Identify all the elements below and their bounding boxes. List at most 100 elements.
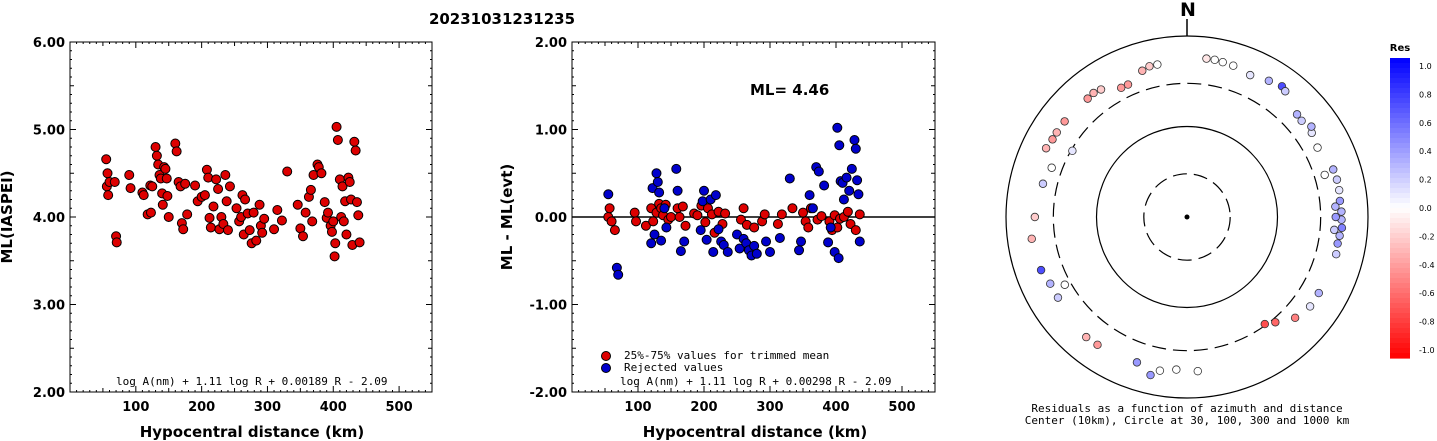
y-tick-label: 2.00	[33, 386, 65, 401]
data-point	[163, 212, 174, 222]
station-residual-point	[1313, 143, 1322, 152]
data-point	[211, 174, 222, 185]
y-tick-label: 5.00	[33, 124, 65, 139]
data-point	[259, 213, 270, 224]
data-point	[204, 212, 215, 223]
data-point	[337, 181, 348, 192]
data-point	[329, 251, 340, 262]
colorbar-tick-label: -0.4	[1419, 261, 1435, 270]
colorbar-segment	[1390, 233, 1410, 239]
colorbar-segment	[1390, 73, 1410, 79]
data-point	[844, 185, 855, 196]
data-point	[180, 178, 191, 189]
legend-marker-trimmed	[601, 351, 611, 361]
y-axis-label: ML - ML(evt)	[498, 164, 516, 270]
data-point	[344, 177, 355, 187]
colorbar-segment	[1390, 63, 1410, 69]
data-point	[713, 224, 724, 235]
x-tick-label: 100	[122, 400, 149, 415]
station-residual-point	[1172, 365, 1181, 374]
station-residual-point	[1334, 185, 1344, 195]
colorbar-tick-label: 0.6	[1419, 119, 1432, 128]
station-residual-point	[1305, 302, 1315, 311]
data-point	[774, 233, 785, 243]
station-residual-point	[1290, 313, 1300, 323]
station-residual-point	[1048, 135, 1057, 144]
data-point	[813, 166, 824, 177]
data-point	[798, 207, 808, 218]
data-point	[850, 143, 861, 154]
colorbar-segment	[1390, 328, 1410, 334]
data-point	[124, 170, 135, 180]
y-tick-label: -1.00	[530, 299, 567, 314]
y-axis-label: ML(IASPEI)	[0, 170, 16, 263]
data-point	[101, 154, 112, 165]
data-point	[850, 225, 861, 236]
formula-annotation: log A(nm) + 1.11 log R + 0.00189 R - 2.0…	[116, 375, 388, 388]
x-tick-label: 500	[888, 400, 915, 415]
data-point	[222, 225, 233, 236]
data-point	[272, 205, 283, 215]
x-tick-label: 500	[386, 400, 413, 415]
data-point	[251, 235, 262, 246]
station-residual-point	[1082, 332, 1091, 342]
y-tick-label: 2.00	[535, 36, 567, 51]
residual-azimuth-map: N Residuals as a function of azimuth and…	[1005, 0, 1435, 427]
data-point	[231, 203, 242, 214]
colorbar-segment	[1390, 278, 1410, 284]
station-residual-point	[1245, 70, 1255, 80]
data-point	[833, 253, 844, 264]
data-point	[102, 168, 113, 179]
colorbar-segment	[1390, 218, 1410, 224]
colorbar-segment	[1390, 193, 1410, 199]
colorbar-tick-label: 0.0	[1419, 204, 1432, 213]
ml-value-label: ML= 4.46	[750, 81, 829, 99]
station-residual-point	[1060, 280, 1069, 289]
colorbar-segment	[1390, 183, 1410, 189]
colorbar-segment	[1390, 313, 1410, 319]
colorbar-tick-label: -0.2	[1419, 232, 1435, 241]
data-point	[331, 121, 342, 132]
station-residual-point	[1123, 80, 1133, 89]
data-point	[854, 209, 865, 220]
data-point	[326, 226, 337, 237]
data-point	[846, 163, 857, 174]
data-point	[759, 209, 770, 220]
data-point	[307, 216, 318, 227]
station-residual-point	[1335, 231, 1344, 240]
colorbar-segment	[1390, 123, 1410, 129]
data-point	[751, 248, 762, 259]
station-residual-point	[1083, 94, 1092, 103]
colorbar-segment	[1390, 228, 1410, 234]
data-point	[677, 201, 688, 212]
station-residual-point	[1320, 170, 1329, 180]
data-point	[244, 225, 255, 236]
colorbar-tick-label: -0.6	[1419, 289, 1435, 298]
x-axis-label: Hypocentral distance (km)	[643, 423, 868, 441]
data-point	[794, 245, 805, 256]
station-residual-point	[1331, 212, 1340, 222]
colorbar-segment	[1390, 273, 1410, 279]
station-residual-point	[1297, 116, 1306, 126]
colorbar-segment	[1390, 153, 1410, 159]
data-point	[695, 225, 706, 236]
data-point	[316, 168, 327, 179]
x-tick-label: 200	[188, 400, 215, 415]
data-point	[710, 190, 721, 201]
station-residual-point	[1292, 110, 1302, 119]
data-point	[224, 181, 235, 192]
colorbar-title: Res	[1390, 43, 1410, 54]
data-point	[796, 236, 807, 247]
data-point	[157, 199, 168, 210]
data-point	[772, 219, 783, 229]
station-residual-point	[1307, 122, 1316, 131]
colorbar-segment	[1390, 333, 1410, 339]
data-point	[257, 227, 268, 238]
data-point	[679, 236, 690, 247]
data-point	[680, 220, 691, 231]
colorbar-tick-label: 0.4	[1419, 147, 1432, 156]
legend-label-trimmed: 25%-75% values for trimmed mean	[624, 349, 829, 362]
data-point	[849, 135, 860, 145]
data-point	[161, 173, 172, 184]
y-tick-label: 6.00	[33, 36, 65, 51]
